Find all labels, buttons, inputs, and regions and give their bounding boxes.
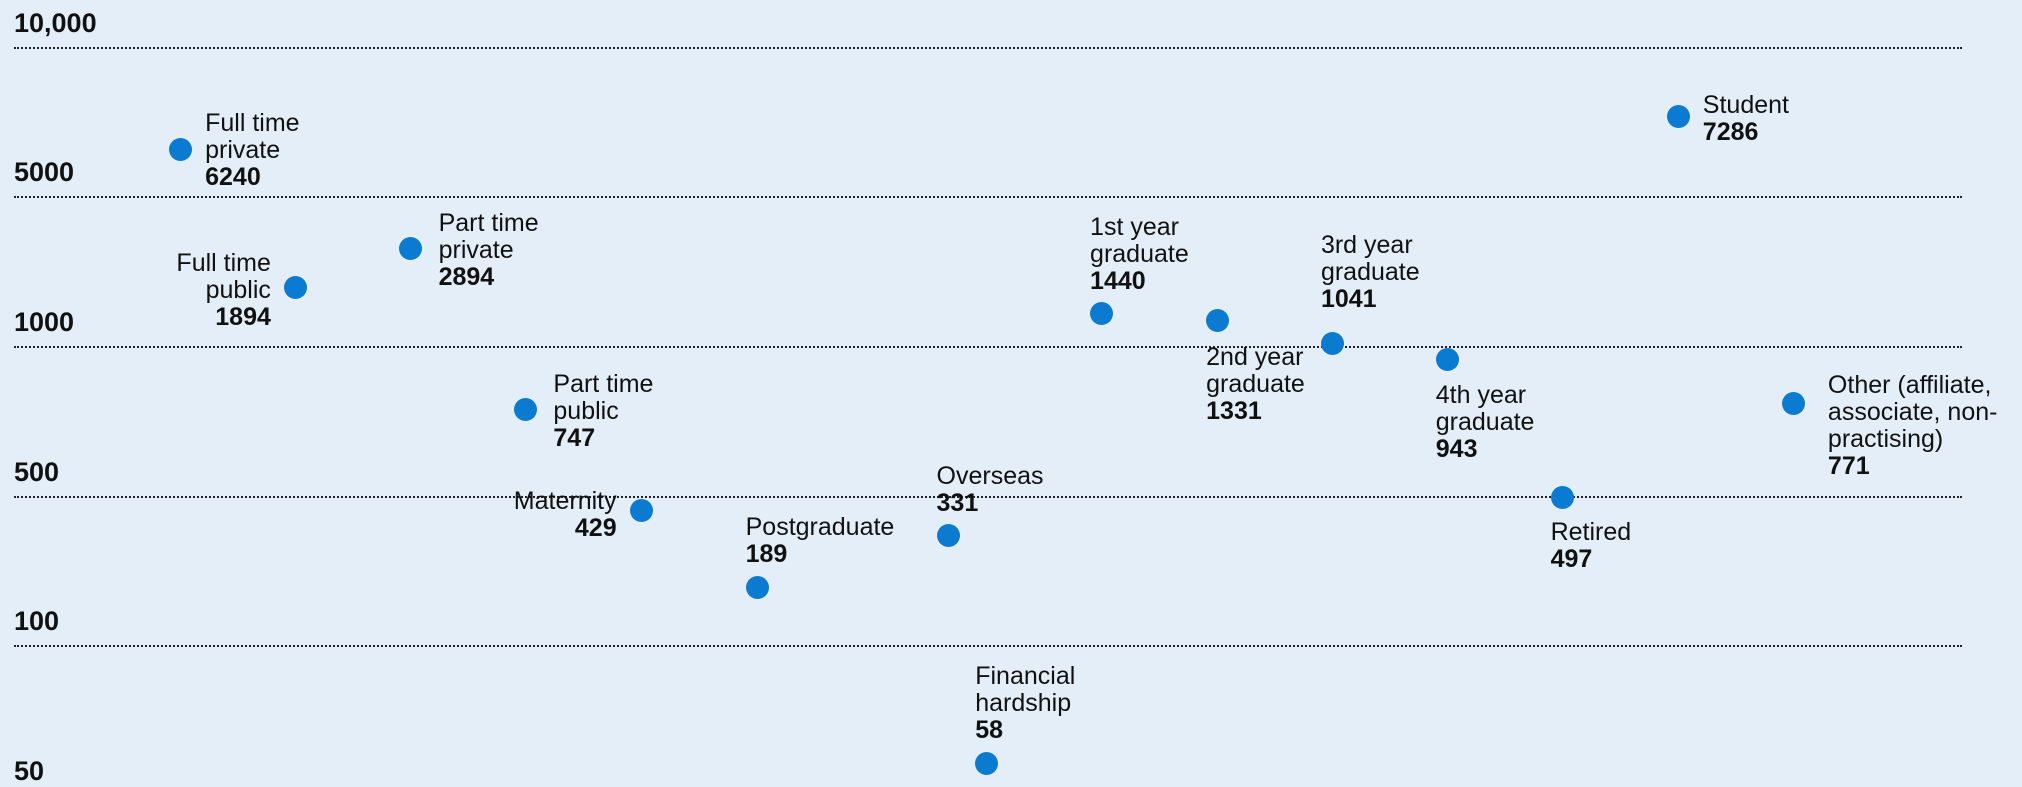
value-label: 1440: [1090, 266, 1146, 295]
value-label: 943: [1435, 434, 1478, 463]
point-label: Part time private 2894: [438, 208, 568, 291]
data-point: [283, 276, 307, 300]
point-label: Full time public 1894: [142, 249, 271, 332]
point-label: Other (affiliate, associate, non-practis…: [1828, 372, 2022, 480]
category-label: Full time private: [205, 108, 300, 164]
y-tick-label: 500: [14, 456, 60, 487]
value-label: 189: [745, 539, 788, 568]
data-point: [936, 523, 960, 547]
category-label: Part time public: [553, 370, 654, 426]
value-label: 6240: [205, 162, 261, 191]
data-point: [169, 138, 193, 162]
point-label: Part time public 747: [553, 371, 682, 452]
category-label: Financial hardship: [975, 662, 1076, 718]
data-point: [1550, 485, 1574, 509]
value-label: 747: [553, 424, 596, 453]
point-label: 1st year graduate 1440: [1090, 212, 1219, 295]
grid-line: [14, 495, 1962, 498]
data-point: [629, 499, 653, 523]
data-point: [1321, 331, 1345, 355]
category-label: Maternity: [513, 486, 617, 515]
y-tick-label: 10,000: [14, 7, 97, 38]
value-label: 771: [1827, 452, 1870, 481]
point-label: Overseas 331: [936, 461, 1131, 517]
value-label: 58: [975, 716, 1004, 745]
point-label: 3rd year graduate 1041: [1321, 232, 1450, 313]
point-label: 2nd year graduate 1331: [1206, 342, 1335, 425]
value-label: 429: [574, 513, 617, 542]
y-tick-label: 1000: [14, 307, 75, 337]
value-label: 497: [1550, 545, 1593, 574]
category-label: 2nd year graduate: [1206, 342, 1305, 398]
category-label: Student: [1702, 90, 1789, 119]
y-tick-label: 5000: [14, 157, 75, 188]
value-label: 331: [936, 488, 979, 517]
category-label: Retired: [1550, 518, 1632, 547]
y-tick-label: 50: [14, 755, 45, 786]
point-label: 4th year graduate 943: [1435, 380, 1565, 463]
data-point: [1781, 391, 1805, 415]
category-label: 3rd year graduate: [1320, 231, 1420, 287]
data-point: [745, 575, 769, 599]
category-label: 1st year graduate: [1090, 212, 1189, 268]
point-label: Retired 497: [1551, 519, 1680, 573]
point-label: Postgraduate 189: [745, 512, 940, 568]
category-label: Part time private: [438, 208, 539, 264]
grid-line: [14, 46, 1962, 49]
data-point: [1666, 104, 1690, 128]
point-label: Financial hardship 58: [975, 663, 1104, 744]
grid-line: [14, 346, 1962, 348]
point-label: Student 7286: [1702, 90, 1832, 146]
category-label: Overseas: [936, 461, 1044, 490]
value-label: 1894: [215, 303, 271, 332]
category-label: Other (affiliate, associate, non-practis…: [1827, 371, 1998, 454]
value-label: 7286: [1702, 117, 1759, 146]
data-point: [398, 236, 422, 260]
data-point: [1206, 308, 1230, 332]
data-point: [513, 398, 537, 422]
value-label: 1041: [1320, 285, 1377, 314]
y-tick-label: 100: [14, 606, 60, 637]
point-label: Maternity 429: [462, 486, 617, 542]
data-point: [1435, 348, 1459, 372]
value-label: 1331: [1206, 396, 1262, 425]
data-point: [975, 752, 999, 776]
data-point: [1090, 301, 1114, 325]
point-label: Full time private 6240: [205, 108, 334, 191]
grid-line: [14, 196, 1962, 199]
category-label: Postgraduate: [745, 512, 895, 541]
value-label: 2894: [438, 262, 495, 291]
category-label: Full time public: [176, 249, 271, 305]
category-label: 4th year graduate: [1435, 380, 1535, 436]
grid-line: [14, 645, 1962, 648]
